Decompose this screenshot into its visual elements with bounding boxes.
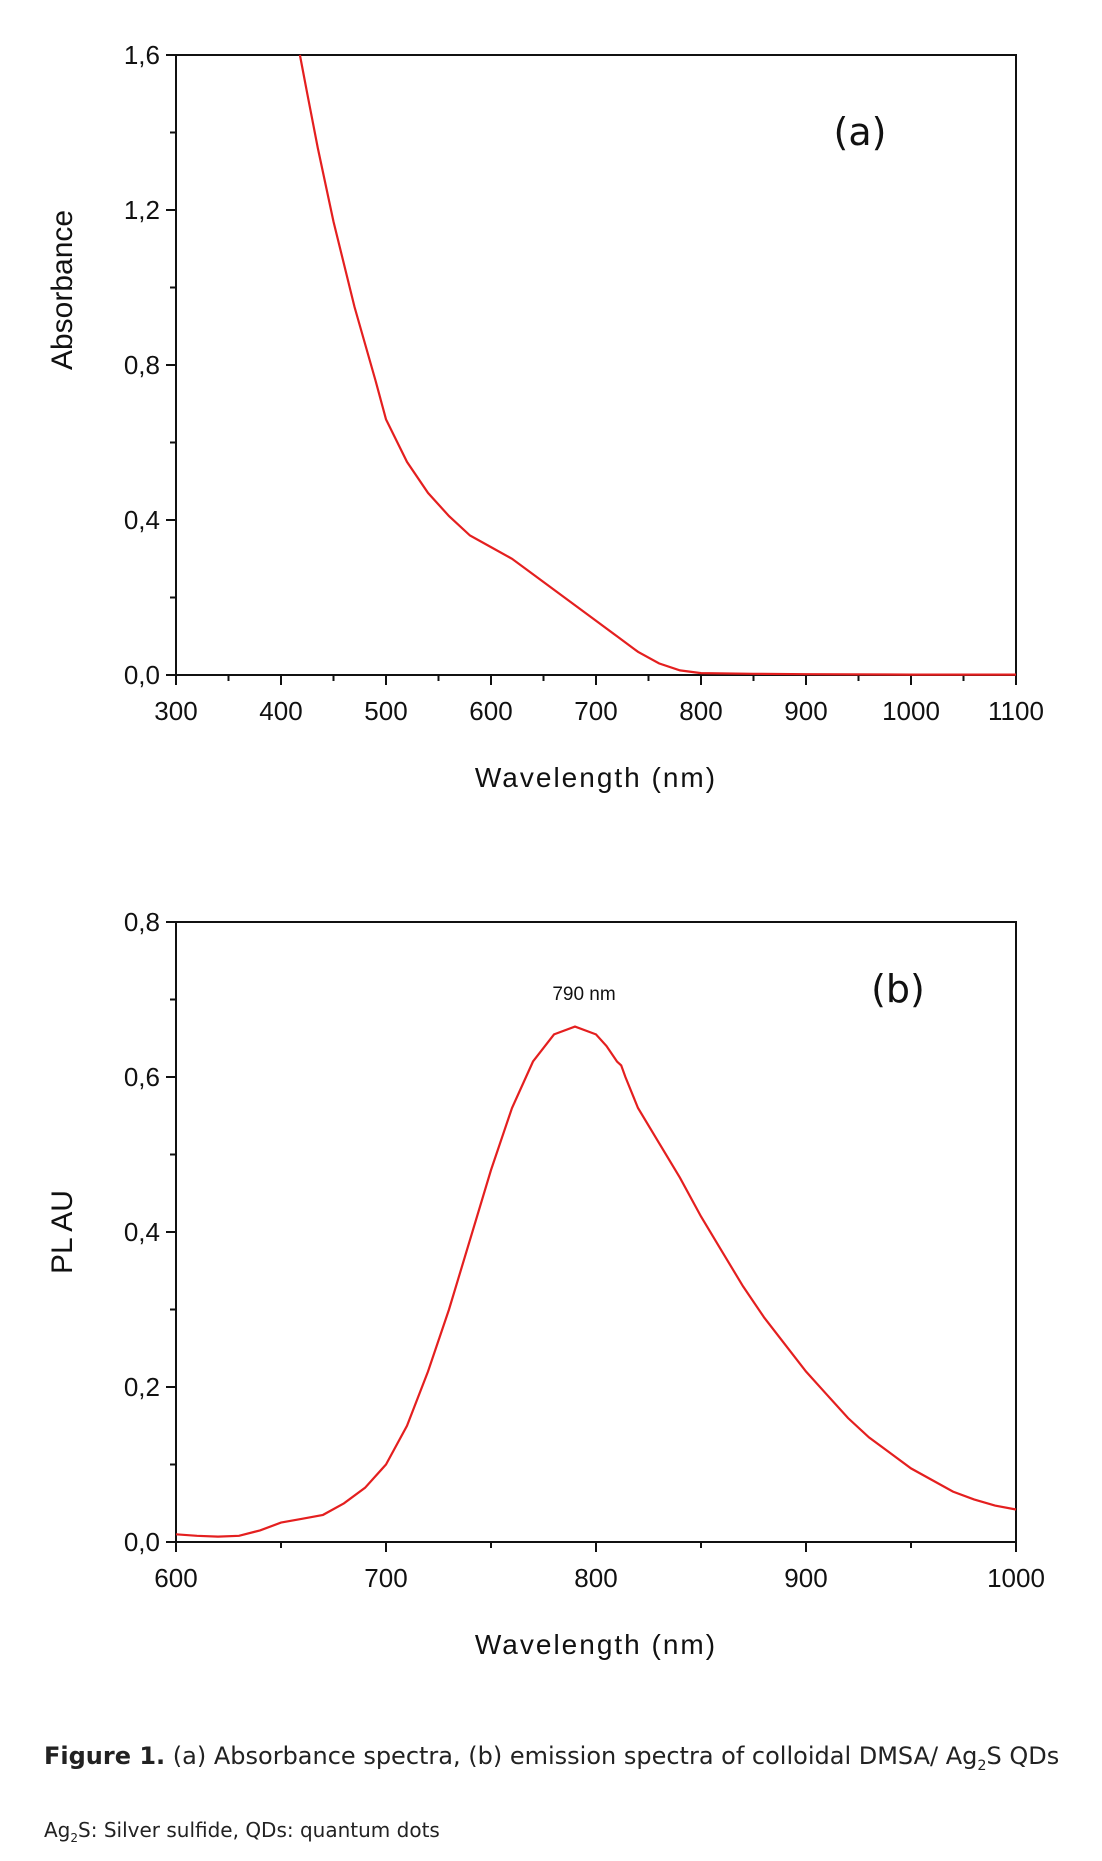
- footnote-text-2: S: Silver sulfide, QDs: quantum dots: [78, 1818, 440, 1842]
- caption-text-2: S QDs: [986, 1742, 1060, 1770]
- y-tick-label-b-3: 0,6: [124, 1062, 160, 1092]
- x-axis-a: 300 400 500 600 700 800 900 1000 1100: [154, 675, 1044, 726]
- y-axis-title-b: PL AU: [46, 1190, 79, 1274]
- y-tick-label-a-1: 0,4: [124, 505, 160, 535]
- emission-line: [175, 1025, 1017, 1538]
- x-tick-label-a-2: 500: [364, 696, 407, 726]
- x-tick-label-b-4: 1000: [987, 1563, 1045, 1593]
- x-tick-label-a-6: 900: [784, 696, 827, 726]
- y-tick-label-b-4: 0,8: [124, 907, 160, 937]
- y-tick-label-a-2: 0,8: [124, 350, 160, 380]
- figure: 300 400 500 600 700 800 900 1000 1100 0,0 0,4 0,8 1…: [46, 40, 1045, 1660]
- y-axis-b: 0,0 0,2 0,4 0,6 0,8: [124, 907, 176, 1557]
- y-tick-label-b-1: 0,2: [124, 1372, 160, 1402]
- plot-frame-b: [175, 921, 1017, 1543]
- x-axis-title-a: Wavelength (nm): [475, 762, 717, 793]
- figure-footnote: Ag2S: Silver sulfide, QDs: quantum dots: [44, 1818, 1064, 1845]
- caption-prefix: Figure 1.: [44, 1742, 166, 1770]
- footnote-text-1: Ag: [44, 1818, 71, 1842]
- x-axis-b: 600 700 800 900 1000: [154, 1542, 1045, 1593]
- caption-text-1: (a) Absorbance spectra, (b) emission spe…: [165, 1742, 978, 1770]
- x-tick-label-a-7: 1000: [882, 696, 940, 726]
- x-tick-label-b-1: 700: [364, 1563, 407, 1593]
- y-tick-label-b-2: 0,4: [124, 1217, 160, 1247]
- x-tick-label-a-8: 1100: [988, 696, 1044, 726]
- y-tick-label-a-4: 1,6: [124, 40, 160, 70]
- figure-caption: Figure 1. (a) Absorbance spectra, (b) em…: [44, 1738, 1064, 1784]
- plot-frame-a: [175, 54, 1017, 676]
- x-tick-label-a-4: 700: [574, 696, 617, 726]
- panel-label-b: (b): [871, 967, 925, 1011]
- panel-a: 300 400 500 600 700 800 900 1000 1100 0,0 0,4 0,8 1…: [46, 40, 1044, 793]
- x-axis-title-b: Wavelength (nm): [475, 1629, 717, 1660]
- x-tick-label-b-3: 900: [784, 1563, 827, 1593]
- x-tick-label-a-5: 800: [679, 696, 722, 726]
- x-tick-label-a-0: 300: [154, 696, 197, 726]
- caption-subscript: 2: [977, 1757, 987, 1774]
- footnote-subscript: 2: [70, 1831, 79, 1845]
- peak-annotation: 790 nm: [552, 984, 615, 1005]
- panel-b: 600 700 800 900 1000 0,0 0,2 0,4 0,6 0,8 (b) 790…: [46, 907, 1045, 1660]
- panel-label-a: (a): [834, 110, 887, 154]
- y-axis-a: 0,0 0,4 0,8 1,2 1,6: [124, 40, 176, 690]
- absorbance-line: [298, 54, 1016, 676]
- y-tick-label-a-3: 1,2: [124, 195, 160, 225]
- y-tick-label-a-0: 0,0: [124, 660, 160, 690]
- x-tick-label-a-3: 600: [469, 696, 512, 726]
- x-tick-label-b-0: 600: [154, 1563, 197, 1593]
- y-axis-title-a: Absorbance: [46, 210, 79, 370]
- y-tick-label-b-0: 0,0: [124, 1527, 160, 1557]
- x-tick-label-b-2: 800: [574, 1563, 617, 1593]
- x-tick-label-a-1: 400: [259, 696, 302, 726]
